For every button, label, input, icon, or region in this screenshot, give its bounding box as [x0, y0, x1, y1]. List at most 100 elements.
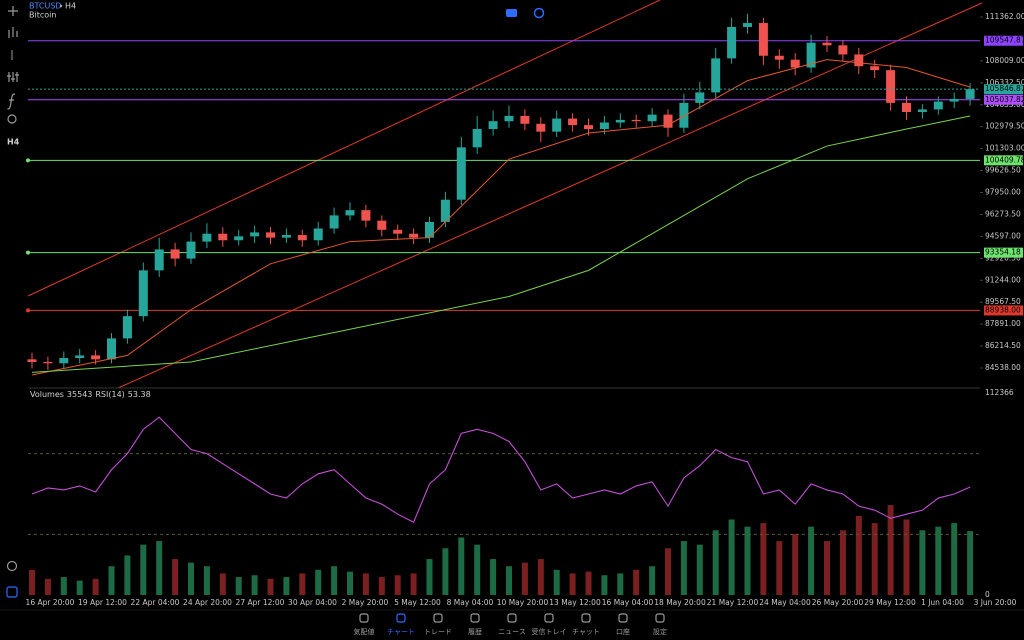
- volume-bar: [919, 530, 926, 595]
- x-tick-label: 2 May 20:00: [342, 598, 389, 607]
- candle-body: [711, 58, 721, 93]
- nav-icon[interactable]: [618, 613, 628, 623]
- nav-icon[interactable]: [544, 613, 554, 623]
- candle-body: [266, 232, 275, 238]
- volume-bar: [315, 569, 322, 595]
- level-label: 105037.82: [985, 95, 1024, 104]
- level-label: 88938.00: [985, 305, 1021, 314]
- candles-icon: [8, 27, 18, 38]
- volume-bar: [92, 578, 99, 595]
- volume-bar: [760, 523, 767, 595]
- volume-bar: [585, 571, 592, 595]
- x-tick-label: 10 May 20:00: [497, 598, 549, 607]
- x-tick-label: 13 May 12:00: [549, 598, 601, 607]
- volume-bar: [490, 559, 497, 595]
- volume-bar: [776, 541, 783, 595]
- candle-body: [59, 358, 69, 364]
- volume-bar: [506, 566, 512, 595]
- tool-icon: [6, 560, 18, 572]
- toolbar-icon[interactable]: [533, 7, 545, 19]
- nav-label[interactable]: ニュース: [498, 628, 526, 636]
- volume-bar: [219, 573, 226, 595]
- nav-label[interactable]: チャット: [572, 628, 600, 636]
- candle-body: [758, 23, 768, 56]
- objects-icon: [7, 114, 17, 124]
- volume-bar: [140, 544, 147, 595]
- legend-part: 53.38: [128, 390, 151, 399]
- legend-part: RSI(14): [95, 390, 124, 399]
- candle-body: [138, 270, 148, 317]
- x-tick-label: 29 May 12:00: [864, 598, 916, 607]
- candle-body: [329, 215, 339, 229]
- toolbar-icon[interactable]: [506, 9, 517, 17]
- candle-body: [790, 59, 800, 68]
- x-tick-label: 8 May 04:00: [447, 598, 494, 607]
- x-tick-label: 26 May 20:00: [812, 598, 864, 607]
- candle-body: [854, 54, 864, 67]
- y-tick-label: 87891.00: [985, 319, 1021, 328]
- y-tick-label: 106332.50: [985, 78, 1024, 87]
- level-handle[interactable]: [26, 158, 30, 163]
- candle-body: [504, 115, 514, 122]
- nav-label[interactable]: 設定: [653, 627, 667, 636]
- nav-icon[interactable]: [359, 613, 369, 623]
- volume-bar: [903, 519, 910, 595]
- volume-bar: [60, 577, 67, 595]
- nav-icon[interactable]: [507, 613, 517, 623]
- nav-icon[interactable]: [470, 613, 480, 623]
- x-tick-label: 5 May 12:00: [394, 598, 441, 607]
- nav-label[interactable]: 受信トレイ: [532, 627, 567, 636]
- nav-icon[interactable]: [581, 613, 591, 623]
- candle-body: [345, 210, 355, 216]
- indicator-legend: Volumes 35543 RSI(14) 53.38: [30, 390, 151, 399]
- volume-bar: [824, 541, 830, 595]
- candle-body: [933, 101, 943, 110]
- nav-label[interactable]: 履歴: [468, 628, 482, 636]
- volume-bar: [299, 573, 306, 595]
- candle-body: [107, 338, 116, 360]
- level-label: 93354.18: [985, 248, 1021, 257]
- candle-body: [917, 109, 927, 113]
- candle-body: [647, 114, 657, 122]
- nav-label[interactable]: 気配値: [354, 627, 375, 636]
- volume-bar: [108, 566, 115, 595]
- channel-lower: [117, 2, 983, 389]
- volume-bar: [442, 548, 449, 595]
- y-tick-label: 102979.50: [985, 122, 1024, 131]
- nav-label[interactable]: チャート: [387, 628, 415, 636]
- candle-body: [902, 102, 911, 113]
- nav-label[interactable]: トレード: [424, 628, 452, 636]
- candle-body: [615, 119, 625, 123]
- volume-bar: [792, 533, 799, 595]
- timeframe-button[interactable]: H4: [7, 138, 20, 147]
- level-handle[interactable]: [26, 308, 30, 313]
- volume-bar: [331, 566, 338, 595]
- candle-body: [170, 249, 180, 259]
- nav-label[interactable]: 口座: [616, 627, 630, 636]
- volume-bar: [537, 559, 544, 595]
- nav-icon[interactable]: [396, 613, 406, 623]
- nav-icon[interactable]: [433, 613, 443, 623]
- volume-bar: [283, 577, 290, 595]
- volume-bar: [967, 531, 974, 595]
- nav-icon[interactable]: [655, 613, 665, 623]
- candle-body: [536, 123, 546, 132]
- volume-bar: [76, 580, 83, 595]
- settings-icon: [7, 72, 19, 82]
- candle-body: [743, 23, 752, 27]
- volume-bar: [378, 577, 385, 595]
- candle-body: [75, 355, 85, 359]
- volume-bar: [871, 523, 878, 595]
- volume-bar: [124, 555, 131, 595]
- level-handle[interactable]: [26, 250, 30, 255]
- x-tick-label: 1 Jun 04:00: [921, 598, 964, 607]
- x-tick-label: 3 Jun 20:00: [974, 598, 1017, 607]
- current-price-badge: [984, 84, 1023, 95]
- candle-body: [297, 235, 307, 241]
- separator-dot: [59, 4, 63, 8]
- volume-bar: [267, 578, 274, 595]
- level-label: 100409.78: [985, 155, 1024, 164]
- candle-body: [488, 121, 498, 130]
